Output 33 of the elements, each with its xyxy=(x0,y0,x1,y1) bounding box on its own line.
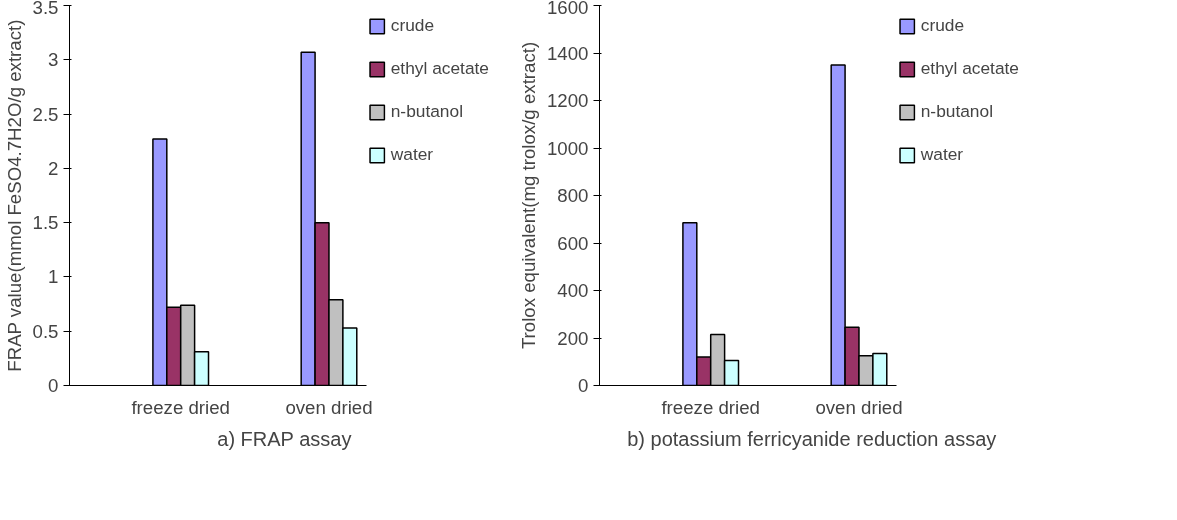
y-tick-label: 3 xyxy=(48,49,59,71)
legend-label: crude xyxy=(390,15,435,36)
y-tick-label: 1600 xyxy=(547,0,589,18)
y-tick-label: 2 xyxy=(48,157,59,179)
legend-label: n-butanol xyxy=(920,101,993,122)
text: b) potassium ferricyanide reduction assay xyxy=(627,427,997,450)
legend-label: ethyl acetate xyxy=(390,58,489,79)
legend-label: ethyl acetate xyxy=(920,58,1019,79)
y-tick-label: 1 xyxy=(48,266,59,288)
y-tick-label: 800 xyxy=(557,185,589,206)
y-tick-label: 1000 xyxy=(547,137,589,159)
legend-label: crude xyxy=(920,15,965,36)
y-tick-label: 3.5 xyxy=(32,0,59,18)
y-axis-title: FRAP value(mmol FeSO4.7H2O/g extract) xyxy=(3,19,25,372)
x-tick-label: freeze dried xyxy=(661,396,760,418)
y-axis-title: Trolox equivalent(mg trolox/g extract) xyxy=(518,41,539,350)
y-tick-label: 600 xyxy=(557,232,589,254)
text: a) FRAP assay xyxy=(217,427,352,450)
x-tick-label: oven dried xyxy=(285,396,373,418)
y-tick-label: 400 xyxy=(557,280,589,301)
x-tick-label: oven dried xyxy=(815,396,903,418)
y-tick-label: 1.5 xyxy=(32,212,59,234)
legend-label: water xyxy=(920,144,964,165)
y-tick-label: 2.5 xyxy=(32,103,59,125)
x-tick-label: freeze dried xyxy=(131,396,230,418)
y-tick-label: 0 xyxy=(578,375,589,396)
y-tick-label: 200 xyxy=(557,327,589,349)
y-tick-label: 0 xyxy=(48,375,59,396)
y-tick-label: 0.5 xyxy=(32,320,59,342)
legend-label: water xyxy=(390,144,434,165)
legend-label: n-butanol xyxy=(390,101,463,122)
y-tick-label: 1200 xyxy=(547,90,589,111)
y-tick-label: 1400 xyxy=(547,42,589,64)
